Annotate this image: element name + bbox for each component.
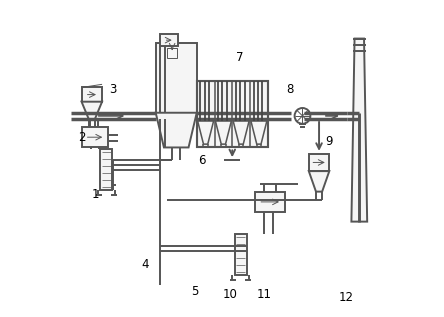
Text: 9: 9 [325,135,333,148]
Polygon shape [198,121,214,144]
Bar [160,34,178,47]
Text: 10: 10 [222,288,238,301]
Polygon shape [215,121,231,144]
Polygon shape [233,121,249,144]
Text: 4: 4 [141,258,148,271]
Text: 2: 2 [78,132,85,145]
Polygon shape [309,171,329,192]
Bar [234,234,246,275]
Polygon shape [251,121,267,144]
Polygon shape [351,39,367,222]
Bar [255,192,285,212]
Bar [167,48,177,57]
Text: 6: 6 [198,153,205,166]
Bar [100,149,112,190]
Bar [82,127,108,147]
Text: 12: 12 [339,291,354,304]
Text: 3: 3 [109,82,117,95]
Polygon shape [82,102,102,119]
Bar [197,81,268,147]
Text: 7: 7 [236,51,243,64]
Text: 8: 8 [286,82,293,95]
Bar [82,87,102,102]
Text: 1: 1 [92,188,99,201]
Text: 5: 5 [191,285,199,298]
Bar [156,43,197,113]
Bar [309,154,329,171]
Text: 11: 11 [257,288,272,301]
Polygon shape [156,113,197,147]
